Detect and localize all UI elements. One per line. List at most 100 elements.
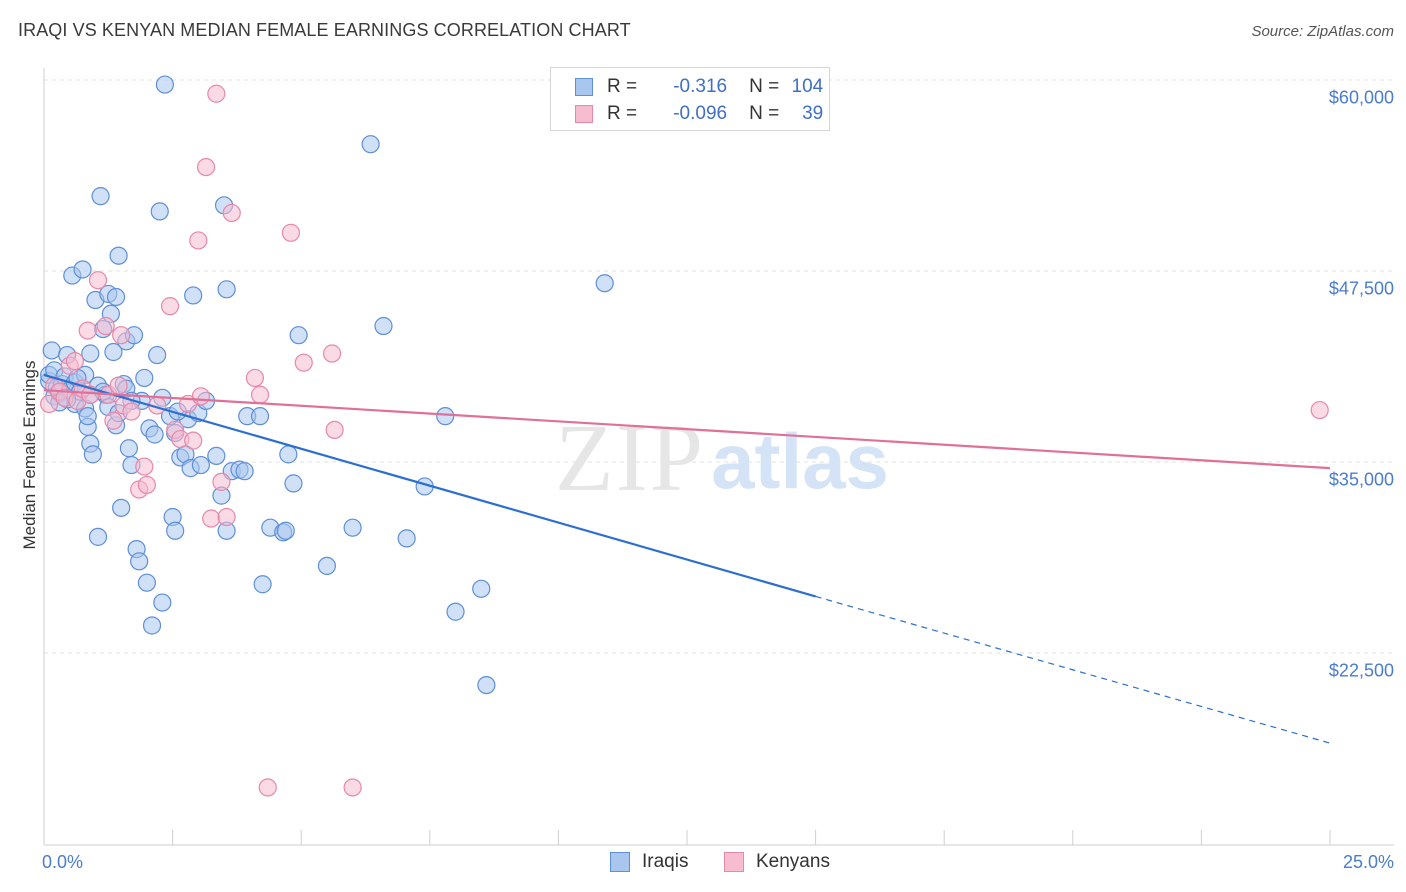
trend-lines [43,373,1331,744]
iraqi-point [137,573,156,592]
iraqi-point [250,407,270,426]
iraqi-trend-extension [815,595,1331,744]
iraqi-point [142,616,162,635]
legend-r-value: -0.096 [673,103,728,124]
iraqi-point [148,345,167,365]
iraqi-point [477,675,496,695]
iraqi-trend-line [43,373,816,598]
gridlines [44,79,1394,654]
kenyan-point [40,394,59,414]
axes [43,68,1394,846]
kenyan-point [343,778,362,797]
iraqi-legend-swatch [610,852,630,872]
iraqi-point [374,316,393,336]
kenyan-swatch [575,105,593,123]
kenyan-point [135,457,154,476]
x-tick-label: 25.0% [1342,852,1394,872]
legend-row-iraqi: R = -0.316 N = 104 [551,73,823,101]
kenyan-point [245,368,265,388]
iraqi-point [83,445,102,464]
iraqi-swatch [575,78,593,96]
kenyan-point [65,352,84,371]
iraqi-point [78,407,97,426]
iraqi-point [166,521,185,540]
kenyan-point [281,223,301,242]
iraqi-point [235,462,254,481]
kenyan-point [294,353,313,372]
iraqi-point [106,287,126,307]
iraqi-point [184,286,203,305]
kenyan-point [122,402,141,421]
kenyan-point [78,321,97,340]
iraqi-point [361,135,380,154]
iraqi-point [317,556,337,576]
iraqi-point [191,455,210,475]
iraqi-point [153,593,172,612]
iraqi-point [595,274,614,293]
iraqi-point [91,187,110,206]
iraqi-point [42,341,61,360]
kenyan-point [222,203,241,223]
iraqi-point [73,260,92,279]
kenyan-point [325,420,344,440]
iraqi-point [343,518,362,537]
iraqi-point [217,280,236,299]
legend-r-label: R = [607,76,638,97]
kenyan-point [202,509,221,528]
legend-n-label: N = [749,76,780,97]
kenyan-point [96,316,115,336]
iraqi-point [289,326,308,345]
y-tick-label: $47,500 [1328,278,1394,299]
iraqi-point [207,446,226,465]
kenyan-point [212,472,231,491]
iraqi-point [145,425,164,444]
watermark-atlas: atlas [711,417,889,505]
legend-n-value: 104 [791,76,824,97]
kenyan-trend-line [43,389,1331,470]
kenyan-point [322,344,342,363]
kenyan-point [196,157,216,177]
legend-n-label: N = [749,103,780,124]
iraqi-point [284,474,303,493]
iraqi-point [135,368,154,388]
kenyan-point [184,431,203,450]
iraqi-point [155,75,174,94]
kenyan-point [1310,400,1329,420]
iraqi-point [436,407,455,426]
iraqi-point [446,602,465,621]
iraqi-point [253,575,272,594]
iraqi-point [104,342,123,362]
iraqi-point [397,529,416,548]
bottom-legend-kenyans: Kenyans [724,851,830,873]
kenyan-point [88,271,108,290]
kenyans-label: Kenyans [756,851,830,872]
kenyan-point [217,507,236,527]
iraqi-point [150,202,169,221]
kenyan-point [112,326,131,345]
chart-title: IRAQI VS KENYAN MEDIAN FEMALE EARNINGS C… [18,20,631,40]
stats-legend: R = -0.316 N = 104 R = -0.096 N = 39 [550,67,830,131]
iraqi-point [109,246,128,265]
iraqi-point [279,445,298,464]
kenyan-point [207,84,226,103]
iraqi-point [130,552,149,571]
iraqis-label: Iraqis [642,851,689,872]
iraqi-point [88,527,108,546]
legend-r-value: -0.316 [673,76,728,97]
x-tick-label: 0.0% [42,852,84,872]
kenyan-point [160,297,180,316]
y-tick-label: $35,000 [1328,469,1394,490]
kenyan-point [137,475,156,495]
y-tick-label: $60,000 [1328,87,1394,108]
iraqi-point [472,579,491,598]
kenyan-point [191,387,210,406]
watermark: ZIP atlas [555,404,889,511]
kenyan-points [40,84,1329,797]
kenyan-point [258,778,277,797]
kenyan-point [250,385,270,404]
legend-row-kenyan: R = -0.096 N = 39 [551,100,823,128]
iraqi-point [81,344,100,363]
source-label: Source: ZipAtlas.com [1251,23,1394,40]
watermark-zip: ZIP [555,404,705,511]
iraqi-point [119,439,138,458]
